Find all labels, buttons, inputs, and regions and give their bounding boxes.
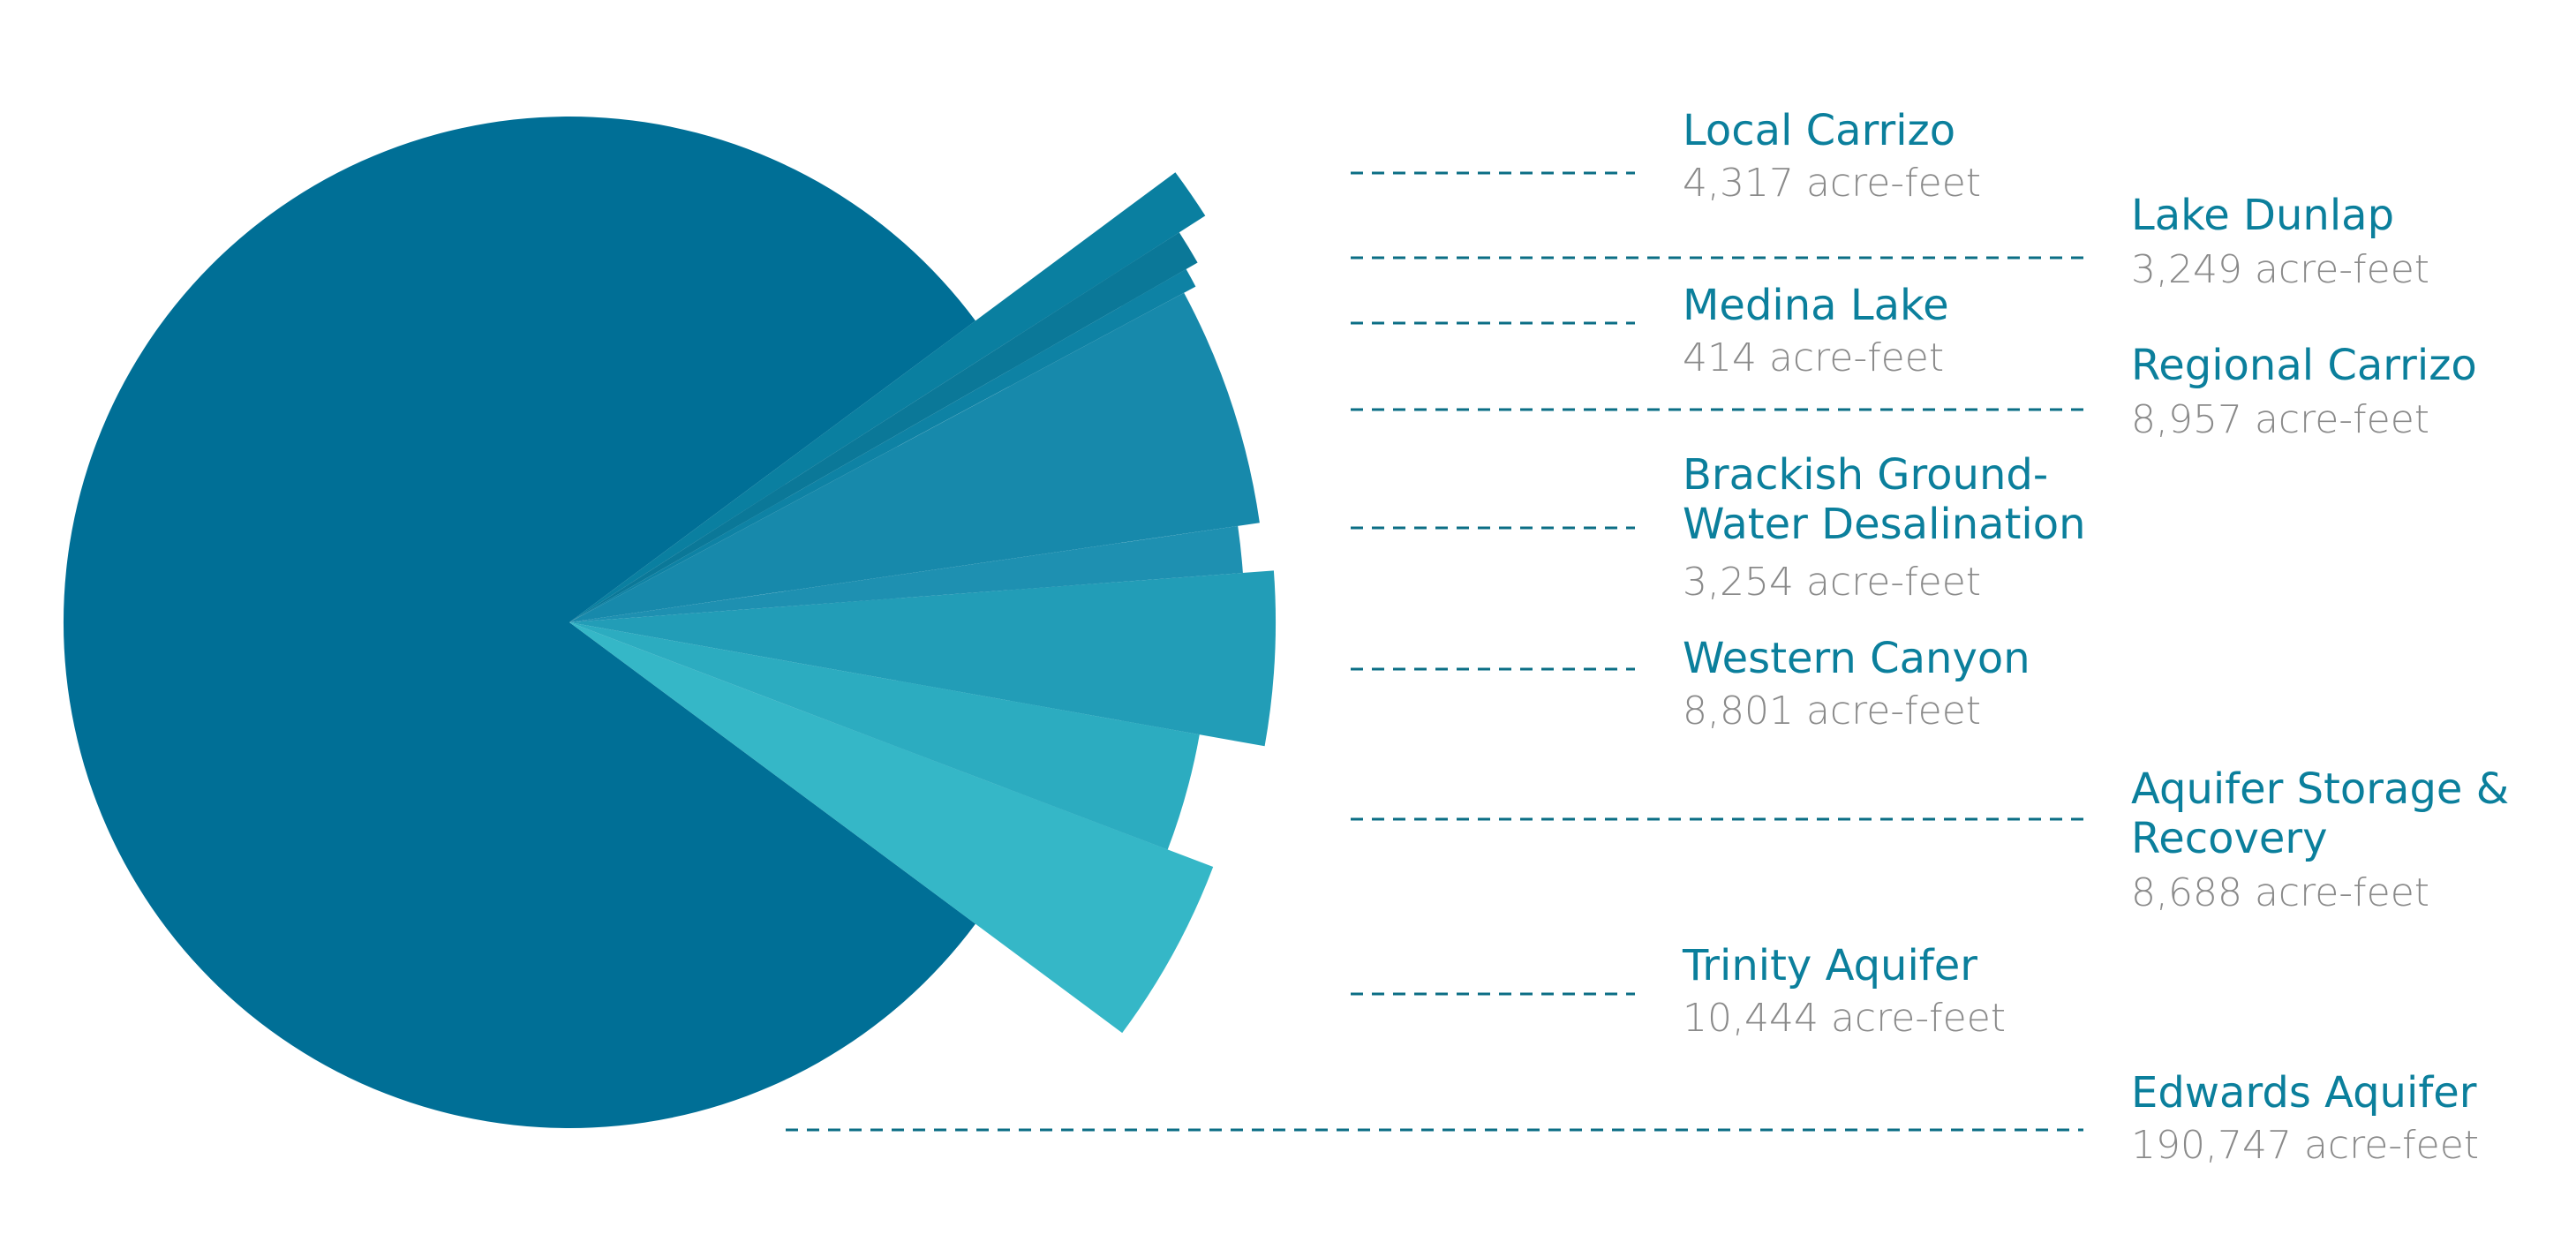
pie-slice-edwards-aquifer bbox=[63, 116, 976, 1128]
label-lake-dunlap-name: Lake Dunlap bbox=[2131, 191, 2395, 240]
label-lake-dunlap-value: 3,249 acre-feet bbox=[2131, 247, 2430, 292]
label-brackish-desalination-name: Brackish Ground-Water Desalination bbox=[1683, 450, 2086, 549]
label-regional-carrizo-name: Regional Carrizo bbox=[2131, 341, 2477, 390]
label-aquifer-storage-value: 8,688 acre-feet bbox=[2131, 870, 2430, 915]
label-local-carrizo-name: Local Carrizo bbox=[1683, 106, 1956, 155]
pie-slice-western-canyon bbox=[569, 570, 1277, 747]
pie-slice-lake-dunlap bbox=[569, 232, 1198, 622]
label-western-canyon-name: Western Canyon bbox=[1683, 634, 2030, 683]
label-medina-lake-name: Medina Lake bbox=[1683, 281, 1949, 330]
label-trinity-aquifer-name: Trinity Aquifer bbox=[1683, 941, 1977, 990]
label-aquifer-storage-name: Aquifer Storage & Recovery bbox=[2131, 764, 2510, 863]
pie-slice-trinity-aquifer bbox=[569, 622, 1214, 1034]
pie-slice-aquifer-storage-recovery bbox=[569, 622, 1200, 850]
label-trinity-aquifer-value: 10,444 acre-feet bbox=[1683, 996, 2007, 1041]
pie-slice-medina-lake bbox=[569, 268, 1196, 622]
label-western-canyon-value: 8,801 acre-feet bbox=[1683, 689, 1982, 734]
label-brackish-desalination-value: 3,254 acre-feet bbox=[1683, 560, 1982, 605]
label-local-carrizo-value: 4,317 acre-feet bbox=[1683, 161, 1982, 206]
pie-slice-local-carrizo bbox=[569, 172, 1206, 622]
label-regional-carrizo-value: 8,957 acre-feet bbox=[2131, 397, 2430, 442]
label-edwards-aquifer-value: 190,747 acre-feet bbox=[2131, 1123, 2480, 1168]
label-edwards-aquifer-name: Edwards Aquifer bbox=[2131, 1068, 2477, 1118]
pie-slice-brackish-ground-water-desalination bbox=[569, 525, 1243, 622]
label-medina-lake-value: 414 acre-feet bbox=[1683, 335, 1945, 380]
pie-slice-regional-carrizo bbox=[569, 292, 1260, 622]
